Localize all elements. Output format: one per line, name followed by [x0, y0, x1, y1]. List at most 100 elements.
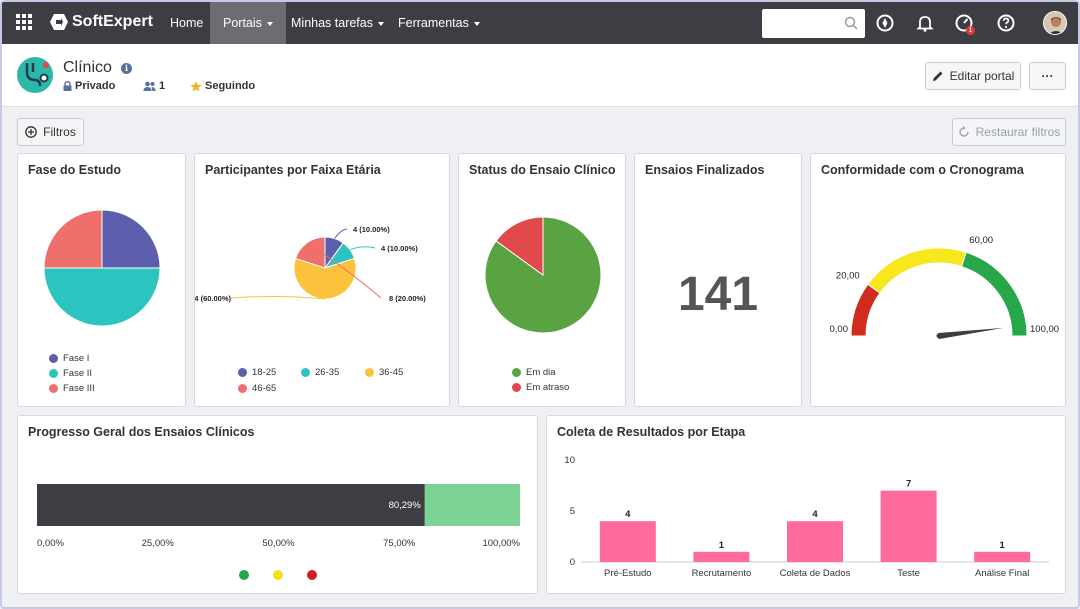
- portal-header: Clínico i Privado 1 Seguindo: [2, 44, 1078, 107]
- user-photo-icon: [1044, 12, 1066, 34]
- bar-recrutamento[interactable]: [693, 551, 750, 562]
- help-icon[interactable]: [996, 13, 1016, 33]
- x-tick-label: Coleta de Dados: [780, 568, 851, 579]
- pie-callout-line: [334, 228, 348, 239]
- compass-icon[interactable]: [875, 13, 895, 33]
- top-navbar: SoftExpert Home Portais Minhas tarefas F…: [2, 2, 1078, 44]
- progress-tick-label: 100,00%: [482, 538, 520, 549]
- x-tick-label: Recrutamento: [692, 568, 752, 579]
- gauge-needle: [936, 327, 1004, 339]
- legend-item[interactable]: 18-25: [238, 365, 301, 380]
- card-title: Coleta de Resultados por Etapa: [557, 425, 746, 439]
- bell-icon[interactable]: [915, 13, 935, 33]
- legend-item[interactable]: Em dia: [512, 365, 569, 380]
- kpi-value: 141: [677, 268, 759, 321]
- restore-filters-button[interactable]: Restaurar filtros: [952, 118, 1066, 146]
- search-input[interactable]: [762, 9, 865, 38]
- stethoscope-icon: [17, 57, 53, 93]
- legend-swatch: [512, 368, 521, 377]
- brand-name: SoftExpert: [72, 13, 153, 30]
- legend-item[interactable]: Fase II: [49, 366, 95, 381]
- pie-callout-line: [306, 242, 382, 299]
- restore-filters-label: Restaurar filtros: [975, 125, 1061, 139]
- portal-title: Clínico: [63, 59, 112, 76]
- pie-callout-line: [230, 295, 326, 300]
- legend-item[interactable]: Fase III: [49, 381, 95, 396]
- members-label: 1: [159, 80, 166, 92]
- bar-pré-estudo[interactable]: [599, 521, 656, 562]
- card-progresso-geral: Progresso Geral dos Ensaios Clínicos 80,…: [17, 415, 538, 594]
- bar-teste[interactable]: [880, 490, 937, 562]
- progress-legend-dot[interactable]: [307, 570, 317, 580]
- members-count[interactable]: 1: [143, 80, 165, 92]
- softexpert-logo-icon: [50, 14, 68, 30]
- filters-button[interactable]: Filtros: [17, 118, 84, 146]
- user-avatar[interactable]: [1043, 11, 1067, 35]
- legend-item[interactable]: Fase I: [49, 351, 95, 366]
- card-faixa-etaria: Participantes por Faixa Etária 4 (10.00%…: [194, 153, 450, 407]
- apps-grid-icon[interactable]: [16, 14, 32, 30]
- edit-portal-button[interactable]: Editar portal: [925, 62, 1021, 90]
- card-conformidade-cronograma: Conformidade com o Cronograma 0,00 20,00 6…: [810, 153, 1066, 407]
- pie-slice-fase-iii[interactable]: [43, 209, 103, 269]
- pie-slice-em-atraso[interactable]: [495, 216, 544, 276]
- progress-tick-label: 0,00%: [37, 538, 64, 549]
- chevron-down-icon: [266, 21, 273, 26]
- y-tick-label: 0: [570, 557, 575, 568]
- nav-ferramentas-label: Ferramentas: [398, 16, 469, 30]
- progress-bar-fill[interactable]: [37, 484, 425, 526]
- fase-pie-chart: [43, 209, 161, 327]
- bar-value-label: 4: [812, 509, 818, 520]
- brand-logo[interactable]: SoftExpert: [50, 13, 153, 31]
- legend-swatch: [512, 383, 521, 392]
- legend-swatch: [49, 369, 58, 378]
- notification-badge: 1: [966, 26, 975, 35]
- pie-data-label: 4 (10.00%): [381, 244, 418, 253]
- nav-minhas-tarefas[interactable]: Minhas tarefas: [278, 2, 397, 44]
- card-title: Status do Ensaio Clínico: [469, 163, 616, 177]
- nav-minhas-tarefas-label: Minhas tarefas: [291, 16, 373, 30]
- filters-label: Filtros: [43, 125, 76, 139]
- legend-label: Em atraso: [526, 382, 570, 393]
- legend-label: 26-35: [315, 367, 340, 378]
- progress-legend-dot[interactable]: [273, 570, 283, 580]
- legend-item[interactable]: 46-65: [238, 381, 301, 396]
- legend-item[interactable]: 36-45: [365, 365, 427, 380]
- gauge-tick-label: 20,00: [836, 270, 860, 281]
- coleta-bar-chart: 0 5 10 4 Pré-Estudo 1 Recrutamento 4 Coleta de …: [564, 455, 1049, 579]
- bar-value-label: 1: [1000, 540, 1006, 551]
- search-icon[interactable]: [844, 16, 858, 30]
- progress-legend-dot[interactable]: [239, 570, 249, 580]
- following-status[interactable]: Seguindo: [190, 80, 255, 92]
- pie-data-label: 4 (10.00%): [353, 225, 390, 234]
- card-title: Conformidade com o Cronograma: [821, 163, 1024, 177]
- faixa-pie-chart: 4 (10.00%) 4 (10.00%) 24 (60.00%) 8 (20.00%…: [195, 225, 426, 303]
- pie-data-label: 24 (60.00%): [195, 294, 232, 303]
- pie-slice-fase-i[interactable]: [101, 209, 161, 269]
- gauge-tick-label: 0,00: [830, 324, 849, 335]
- more-options-button[interactable]: ···: [1029, 62, 1066, 90]
- legend-item[interactable]: Em atraso: [512, 380, 569, 395]
- legend-swatch: [365, 368, 374, 377]
- speedometer-icon[interactable]: [954, 13, 974, 33]
- progress-bar-remaining[interactable]: [424, 484, 520, 526]
- bar-análise-final[interactable]: [974, 551, 1031, 562]
- legend-swatch: [238, 368, 247, 377]
- gauge-chart: 0,00 20,00 60,00 100,00: [830, 235, 1059, 339]
- pie-slice-fase-ii[interactable]: [43, 267, 161, 327]
- info-icon[interactable]: i: [121, 63, 132, 74]
- nav-ferramentas[interactable]: Ferramentas: [385, 2, 493, 44]
- legend-swatch: [49, 384, 58, 393]
- pie-data-label: 8 (20.00%): [389, 294, 426, 303]
- bar-value-label: 4: [625, 509, 631, 520]
- card-status-ensaio: Status do Ensaio Clínico Em dia Em atras…: [458, 153, 626, 407]
- gauge-tick-label: 100,00: [1030, 324, 1059, 335]
- legend-item[interactable]: 26-35: [301, 365, 365, 380]
- y-tick-label: 10: [564, 455, 575, 466]
- bar-coleta-de-dados[interactable]: [787, 521, 843, 562]
- legend-swatch: [301, 368, 310, 377]
- y-tick-label: 5: [570, 506, 575, 517]
- nav-home[interactable]: Home: [157, 2, 216, 44]
- nav-portais[interactable]: Portais: [210, 2, 286, 44]
